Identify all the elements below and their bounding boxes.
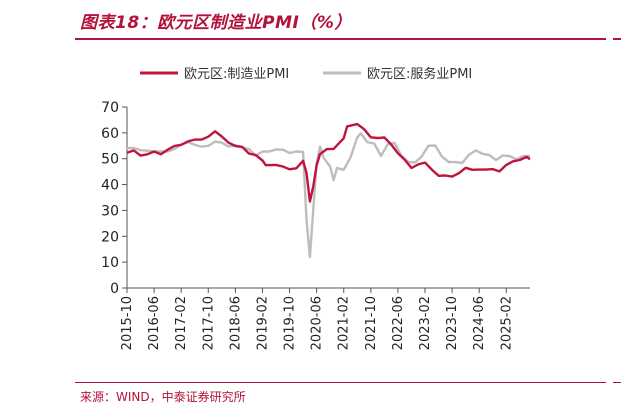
y-tick-label: 0: [110, 281, 119, 297]
x-tick-label: 2018-06: [228, 296, 243, 350]
y-tick-label: 20: [101, 229, 119, 245]
source-note: 来源：WIND，中泰证券研究所: [80, 390, 246, 404]
y-tick-label: 30: [101, 203, 119, 219]
legend-label-services: 欧元区:服务业PMI: [367, 66, 472, 82]
axes: 0 10 20 30 40 50 60 70 2015-10 2016-06 2017-02 2017…: [101, 100, 530, 350]
y-tick-label: 40: [101, 178, 119, 194]
x-tick-label: 2021-02: [337, 296, 352, 350]
y-tick-label: 60: [101, 126, 119, 142]
x-tick-label: 2019-02: [255, 296, 270, 350]
y-tick-label: 70: [101, 100, 119, 116]
x-tick-label: 2017-10: [201, 296, 216, 350]
series-layer: [126, 122, 531, 259]
footer-rule: [75, 382, 606, 383]
x-tick-label: 2025-02: [499, 296, 514, 350]
figure-title: 图表18：欧元区制造业PMI（%）: [80, 13, 352, 33]
x-tick-label: 2019-10: [283, 296, 298, 350]
legend: 欧元区:制造业PMI 欧元区:服务业PMI: [140, 66, 472, 82]
x-tick-label: 2021-10: [364, 296, 379, 350]
x-tick-label: 2020-06: [310, 296, 325, 350]
x-tick-label: 2022-06: [391, 296, 406, 350]
x-tick-label: 2023-10: [445, 296, 460, 350]
series-line-services: [126, 132, 530, 259]
y-tick-label: 10: [101, 255, 119, 271]
legend-label-manufacturing: 欧元区:制造业PMI: [184, 67, 289, 82]
x-tick-label: 2015-10: [120, 296, 135, 350]
title-rule: [75, 38, 606, 40]
x-tick-label: 2024-06: [472, 296, 487, 350]
y-tick-label: 50: [101, 152, 119, 168]
series-line-manufacturing: [126, 122, 531, 203]
x-tick-label: 2016-06: [147, 296, 162, 350]
adjacent-panel-rule: [613, 38, 621, 40]
adjacent-panel-footer-rule: [613, 382, 621, 383]
x-tick-label: 2017-02: [174, 296, 189, 350]
x-tick-label: 2023-02: [418, 296, 433, 350]
